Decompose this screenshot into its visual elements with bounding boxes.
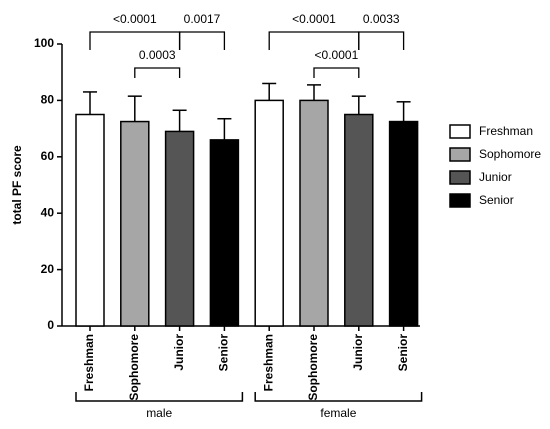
bar bbox=[120, 120, 150, 327]
bar bbox=[75, 113, 105, 327]
p-value: <0.0001 bbox=[315, 48, 359, 62]
p-value: 0.0033 bbox=[363, 12, 400, 26]
x-tick-label: Freshman bbox=[261, 334, 275, 391]
legend-swatch bbox=[449, 170, 471, 185]
bar bbox=[388, 120, 419, 327]
legend-swatch bbox=[449, 147, 471, 162]
x-tick-label: Junior bbox=[172, 334, 186, 371]
x-tick-label: Sophomore bbox=[127, 334, 141, 401]
significance-bracket bbox=[178, 31, 226, 50]
legend-swatch bbox=[449, 193, 471, 208]
x-tick-label: Senior bbox=[217, 334, 231, 372]
x-tick-label: Junior bbox=[351, 334, 365, 371]
group-label: female bbox=[320, 406, 356, 420]
y-tick-label: 100 bbox=[34, 36, 54, 50]
bar bbox=[344, 113, 374, 327]
significance-bracket bbox=[134, 67, 181, 78]
x-tick-label: Sophomore bbox=[306, 334, 320, 401]
x-tick-label: Freshman bbox=[82, 334, 96, 391]
group-bracket bbox=[254, 392, 423, 402]
p-value: <0.0001 bbox=[113, 12, 157, 26]
x-tick-label: Senior bbox=[396, 334, 410, 372]
group-bracket bbox=[75, 392, 244, 402]
y-tick-label: 0 bbox=[47, 318, 54, 332]
y-tick-label: 40 bbox=[41, 205, 55, 219]
significance-bracket bbox=[358, 31, 405, 50]
y-axis-label: total PF score bbox=[10, 145, 24, 225]
legend-label: Freshman bbox=[479, 124, 533, 138]
bar bbox=[299, 99, 329, 327]
legend-label: Junior bbox=[479, 170, 512, 184]
p-value: 0.0003 bbox=[139, 48, 176, 62]
y-tick-label: 60 bbox=[41, 149, 55, 163]
legend-label: Sophomore bbox=[479, 147, 541, 161]
legend-swatch bbox=[449, 124, 471, 139]
group-label: male bbox=[146, 406, 172, 420]
legend-label: Senior bbox=[479, 193, 514, 207]
bar bbox=[209, 139, 240, 327]
bar bbox=[254, 99, 284, 327]
y-tick-label: 20 bbox=[41, 262, 55, 276]
p-value: <0.0001 bbox=[292, 12, 336, 26]
significance-bracket bbox=[313, 67, 360, 78]
p-value: 0.0017 bbox=[184, 12, 221, 26]
y-tick-label: 80 bbox=[41, 93, 55, 107]
bar bbox=[164, 130, 195, 327]
